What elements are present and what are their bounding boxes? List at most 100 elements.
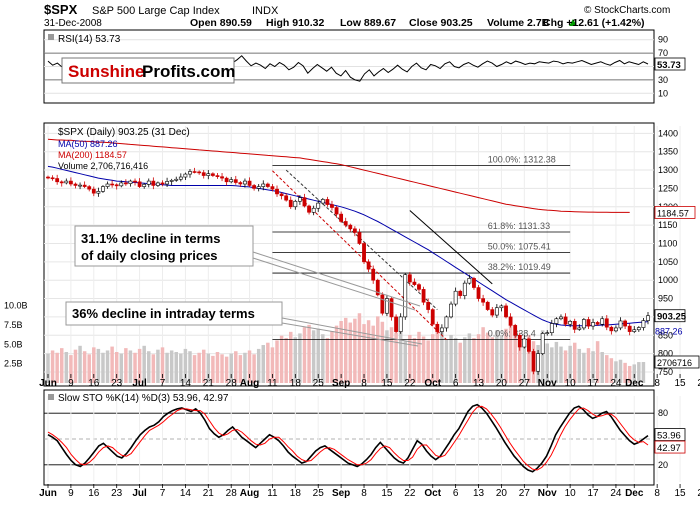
volume-bar bbox=[252, 354, 256, 383]
quote-high: High 910.32 bbox=[266, 17, 325, 29]
volume-bar bbox=[307, 324, 311, 383]
date-tick-label: 15 bbox=[381, 488, 393, 499]
date-tick-label: 7 bbox=[160, 378, 166, 389]
date-tick-label: 20 bbox=[496, 378, 508, 389]
volume-bar bbox=[55, 352, 59, 383]
logo-sunshine: Sunshine bbox=[68, 62, 145, 81]
volume-bar bbox=[183, 348, 188, 383]
candle-body bbox=[229, 179, 234, 183]
volume-bar bbox=[463, 337, 467, 383]
volume-bar bbox=[343, 317, 348, 383]
candle-body bbox=[540, 333, 545, 354]
quote-low: Low 889.67 bbox=[340, 17, 396, 29]
date-tick-label: Dec bbox=[625, 378, 644, 389]
copyright[interactable]: © StockCharts.com bbox=[584, 5, 670, 16]
candle-body bbox=[549, 323, 554, 334]
volume-bar bbox=[147, 351, 151, 383]
volume-bar bbox=[540, 330, 545, 383]
candle-body bbox=[568, 321, 573, 325]
candle-body bbox=[357, 232, 362, 244]
volume-bar bbox=[618, 359, 623, 383]
date-tick-label: Jun bbox=[39, 378, 57, 389]
candle-body bbox=[600, 318, 605, 325]
candle-body bbox=[339, 213, 344, 222]
candle-body bbox=[609, 326, 614, 332]
stochastic-tick-label: 80 bbox=[658, 408, 668, 418]
volume-bar bbox=[289, 331, 293, 383]
price-last-value: 903.25 bbox=[657, 312, 687, 323]
date-tick-label: Aug bbox=[240, 488, 259, 499]
stochastic-panel-frame bbox=[43, 389, 655, 486]
volume-bar bbox=[545, 343, 549, 383]
stochastic-panel: 805020 Slow STO %K(14) %D(3) 53.96, 42.9… bbox=[43, 389, 686, 486]
candle-body bbox=[243, 180, 247, 185]
rsi-last-value-box bbox=[654, 57, 686, 71]
legend-ma50: MA(50) 887.26 bbox=[58, 139, 118, 149]
volume-bar bbox=[211, 355, 215, 383]
volume-bar bbox=[485, 332, 490, 383]
price-last-value-box bbox=[654, 309, 686, 323]
date-tick-label: 10 bbox=[565, 488, 577, 499]
volume-bar bbox=[192, 355, 197, 383]
candle-body bbox=[467, 278, 472, 284]
volume-bar bbox=[325, 338, 330, 383]
candle-body bbox=[559, 316, 563, 320]
candle-body bbox=[275, 188, 279, 195]
candle-body bbox=[462, 282, 467, 296]
price-panel: 10.0B 7.5B 5.0B 2.5B 2706716 100.0%: 1312.38… bbox=[4, 122, 700, 387]
date-tick-label: Jul bbox=[132, 488, 147, 499]
candle-body bbox=[188, 171, 192, 175]
callout-pointer-closing-b bbox=[252, 257, 416, 311]
date-tick-label: 9 bbox=[68, 488, 74, 499]
date-tick-label: 21 bbox=[203, 378, 215, 389]
price-tick-label: 950 bbox=[658, 294, 673, 304]
candle-body bbox=[380, 294, 385, 314]
price-tick-label: 1300 bbox=[658, 165, 678, 175]
candle-body bbox=[288, 199, 293, 208]
volume-bar bbox=[398, 328, 403, 383]
candle-body bbox=[394, 316, 398, 332]
date-tick-label: 15 bbox=[674, 488, 686, 499]
candle-body bbox=[302, 197, 307, 207]
volume-bar bbox=[559, 346, 563, 383]
callout-intraday: 36% decline in intraday terms bbox=[72, 306, 255, 321]
date-tick-label: 28 bbox=[226, 488, 238, 499]
volume-bar bbox=[623, 362, 627, 383]
volume-bar bbox=[389, 327, 394, 383]
stochastic-legend-swatch bbox=[48, 394, 54, 400]
logo-box bbox=[61, 57, 235, 84]
date-tick-label: 8 bbox=[654, 378, 660, 389]
quote-open: Open 890.59 bbox=[190, 17, 252, 29]
volume-bar bbox=[641, 361, 646, 383]
date-tick-label: 22 bbox=[404, 488, 416, 499]
volume-bar bbox=[220, 354, 224, 383]
candle-body bbox=[504, 305, 508, 318]
date-tick-label: 27 bbox=[519, 488, 531, 499]
date-tick-label: 11 bbox=[267, 488, 278, 499]
volume-bar bbox=[201, 349, 206, 383]
volume-bar bbox=[348, 322, 353, 383]
rsi-legend-swatch bbox=[48, 34, 54, 40]
quote-volume: Volume 2.7B bbox=[487, 17, 550, 29]
candle-body bbox=[407, 274, 412, 283]
volume-bar bbox=[518, 342, 522, 383]
price-legend: $SPX (Daily) 903.25 (31 Dec) MA(50) 887.… bbox=[58, 127, 190, 171]
candle-body bbox=[320, 199, 325, 204]
volume-bar bbox=[137, 348, 142, 383]
trend-line bbox=[409, 210, 493, 285]
volume-last-value-box bbox=[654, 355, 700, 369]
callout-closing-line2: of daily closing prices bbox=[81, 248, 218, 263]
candle-body bbox=[178, 176, 183, 180]
date-tick-label: Jul bbox=[132, 378, 147, 389]
volume-bar bbox=[266, 342, 270, 383]
stochastic-d-last-box bbox=[654, 440, 686, 454]
volume-bar bbox=[504, 328, 508, 383]
volume-bar bbox=[270, 347, 275, 383]
volume-bar bbox=[495, 330, 499, 383]
candle-body bbox=[430, 309, 435, 325]
volume-bar bbox=[179, 353, 183, 383]
candle-body bbox=[293, 200, 298, 208]
volume-bar bbox=[449, 334, 453, 383]
candle-body bbox=[55, 178, 60, 183]
volume-bar bbox=[408, 334, 412, 383]
